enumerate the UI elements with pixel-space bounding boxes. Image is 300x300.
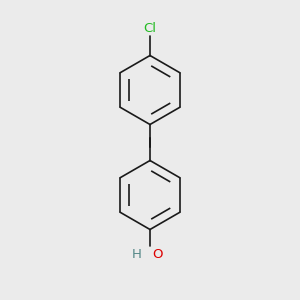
Text: O: O [152, 248, 163, 261]
Text: H: H [132, 248, 141, 261]
Text: Cl: Cl [143, 22, 157, 34]
